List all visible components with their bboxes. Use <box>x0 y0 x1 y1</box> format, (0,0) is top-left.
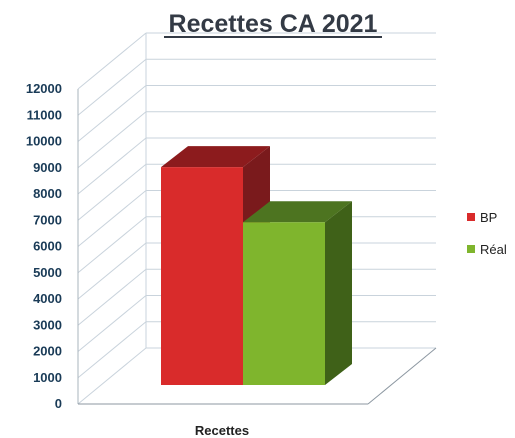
gridline-side <box>77 58 147 116</box>
legend-swatch <box>467 213 475 221</box>
chart-title: Recettes CA 2021 <box>169 10 378 38</box>
y-tick-label: 9000 <box>33 160 62 175</box>
y-tick-label: 2000 <box>33 344 62 359</box>
y-tick-label: 1000 <box>33 370 62 385</box>
y-tick-label: 3000 <box>33 317 62 332</box>
x-tick-label: Recettes <box>195 423 249 438</box>
legend-item: BP <box>467 210 497 225</box>
x-tick-labels: Recettes <box>195 423 249 438</box>
bar-top <box>243 201 352 223</box>
gridline-side <box>77 85 147 142</box>
y-tick-label: 5000 <box>33 265 62 280</box>
y-tick-label: 8000 <box>33 186 62 201</box>
axes <box>77 33 437 405</box>
floor-edge-right <box>367 347 437 405</box>
bar-front <box>243 222 325 385</box>
legend: BP Réal <box>467 210 507 257</box>
bar-side <box>325 201 352 385</box>
legend-item: Réal <box>467 242 507 257</box>
y-tick-label: 10000 <box>26 134 62 149</box>
gridline-side <box>77 321 147 379</box>
gridline-side <box>77 295 147 352</box>
y-tick-label: 6000 <box>33 239 62 254</box>
gridline-side <box>77 242 147 300</box>
y-tick-labels: 0 1000 2000 3000 4000 5000 6000 7000 8000 9000 100… <box>26 81 62 411</box>
gridline-side <box>77 216 147 274</box>
gridline-side <box>77 268 147 326</box>
gridline-side <box>77 163 147 221</box>
bar-top <box>161 146 270 168</box>
y-tick-label: 11000 <box>27 107 62 122</box>
gridline-side <box>77 137 147 195</box>
y-tick-label: 12000 <box>26 81 62 96</box>
gridline-side <box>77 347 147 405</box>
y-tick-label: 0 <box>55 396 62 411</box>
y-tick-label: 4000 <box>33 291 62 306</box>
bar-front <box>161 167 243 385</box>
bars <box>161 146 352 385</box>
legend-label: BP <box>480 210 497 225</box>
gridline-side <box>77 190 147 247</box>
gridline-side <box>77 32 147 90</box>
legend-label: Réal <box>480 242 507 257</box>
y-tick-label: 7000 <box>33 212 62 227</box>
gridline-side <box>77 111 147 169</box>
legend-swatch <box>467 245 475 253</box>
bar-real <box>243 201 352 385</box>
